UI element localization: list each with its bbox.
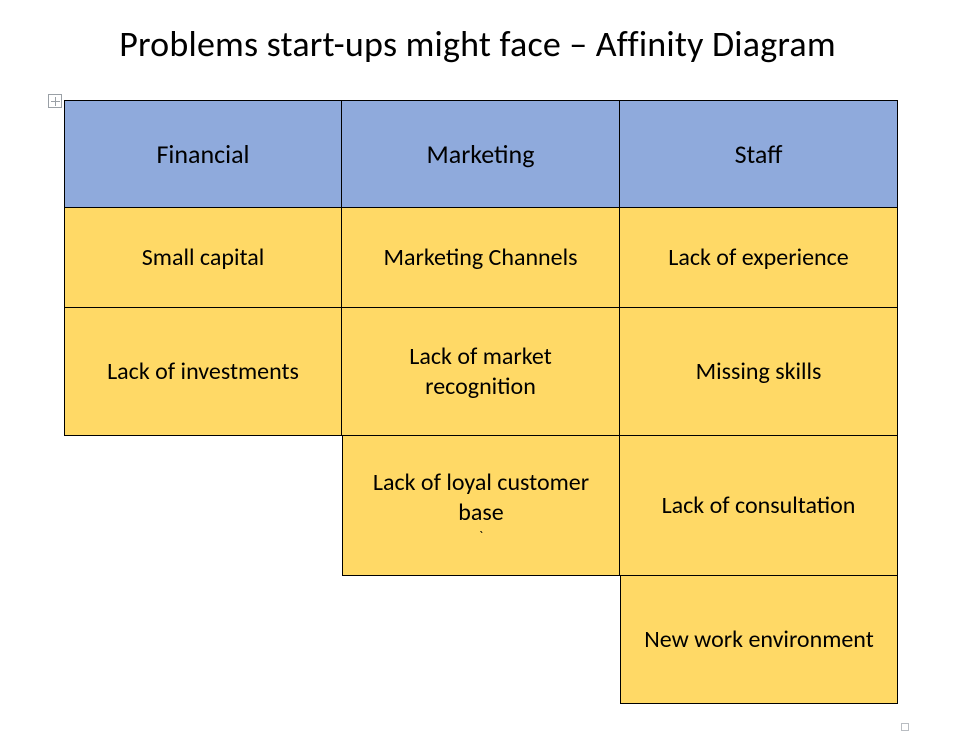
empty-financial-4	[64, 576, 342, 704]
table-resize-handle-icon	[901, 723, 909, 731]
col-header-financial: Financial	[64, 100, 342, 208]
cell-staff-4: New work environment	[620, 576, 898, 704]
cell-marketing-1: Marketing Channels	[342, 208, 620, 308]
page-title: Problems start-ups might face – Affinity…	[0, 22, 955, 66]
col-header-marketing: Marketing	[342, 100, 620, 208]
cell-staff-2: Missing skills	[620, 308, 898, 436]
stray-backtick: `	[357, 530, 605, 544]
cell-staff-3: Lack of consultation	[620, 436, 898, 576]
cell-marketing-2: Lack of market recognition	[342, 308, 620, 436]
body-row-2: Lack of investments Lack of market recog…	[64, 308, 898, 436]
table-anchor-icon	[48, 94, 62, 108]
cell-marketing-3-text: Lack of loyal customer base	[373, 468, 589, 527]
col-header-staff: Staff	[620, 100, 898, 208]
cell-financial-1: Small capital	[64, 208, 342, 308]
body-row-4: New work environment	[64, 576, 898, 704]
header-row: Financial Marketing Staff	[64, 100, 898, 208]
cell-staff-1: Lack of experience	[620, 208, 898, 308]
body-row-1: Small capital Marketing Channels Lack of…	[64, 208, 898, 308]
cell-marketing-3: Lack of loyal customer base `	[342, 436, 620, 576]
body-row-3: Lack of loyal customer base ` Lack of co…	[64, 436, 898, 576]
cell-financial-2: Lack of investments	[64, 308, 342, 436]
affinity-diagram: Financial Marketing Staff Small capital …	[64, 100, 898, 704]
empty-marketing-4	[342, 576, 620, 704]
empty-financial-3	[64, 436, 342, 576]
